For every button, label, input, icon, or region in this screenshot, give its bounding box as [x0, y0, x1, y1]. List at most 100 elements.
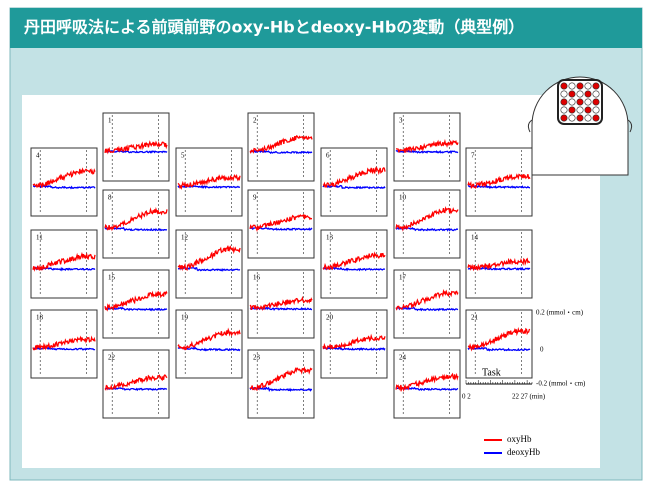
panel-frame [465, 229, 533, 299]
optode [584, 114, 592, 122]
channel-label: 17 [399, 274, 407, 282]
optode [560, 82, 568, 90]
panel-frame [247, 189, 315, 259]
panel-frame [175, 309, 243, 379]
panel-frame [30, 229, 98, 299]
optode [592, 106, 600, 114]
channel-label: 22 [108, 354, 116, 362]
optode [568, 90, 576, 98]
oxy-trace [104, 374, 168, 391]
channel-label: 1 [108, 117, 112, 125]
panel-frame [320, 229, 388, 299]
optode [560, 98, 568, 106]
channel-panel: 5 [175, 147, 243, 217]
deoxy-trace [177, 266, 241, 272]
channel-label: 10 [399, 194, 407, 202]
channel-panel: 4 [30, 147, 98, 217]
channel-panel: 6 [320, 147, 388, 217]
channel-panel: 11 [30, 229, 98, 299]
oxy-trace [322, 166, 386, 188]
channel-label: 21 [471, 314, 479, 322]
channel-label: 4 [36, 152, 40, 160]
oxy-trace [322, 333, 386, 351]
channel-label: 13 [326, 234, 334, 242]
scale-annotation: 0.2 (mmol・cm) 0 -0.2 (mmol・cm) Task 0 2 … [462, 309, 586, 401]
deoxy-trace [395, 306, 459, 312]
optode [584, 90, 592, 98]
channel-panel: 22 [102, 349, 170, 419]
optode [568, 106, 576, 114]
panel-frame [30, 147, 98, 217]
oxy-trace [395, 205, 459, 232]
channel-label: 15 [108, 274, 116, 282]
optode [592, 82, 600, 90]
oxy-trace [249, 366, 313, 391]
channel-label: 23 [253, 354, 261, 362]
channel-panel: 7 [465, 147, 533, 217]
panel-frame [247, 112, 315, 182]
channel-panel: 19 [175, 309, 243, 379]
channel-label: 14 [471, 234, 479, 242]
channel-panel: 17 [393, 269, 461, 339]
channel-label: 5 [181, 152, 185, 160]
optode [584, 82, 592, 90]
channel-label: 16 [253, 274, 261, 282]
optode [568, 114, 576, 122]
deoxy-trace [249, 226, 313, 231]
oxy-trace [32, 251, 96, 272]
panel-frame [102, 269, 170, 339]
oxy-trace [396, 138, 459, 154]
time-start: 0 2 [462, 393, 471, 401]
legend-label: oxyHb [507, 434, 532, 444]
oxy-trace [32, 335, 96, 351]
channel-panel: 1 [102, 112, 170, 182]
optode [560, 106, 568, 114]
deoxy-trace [395, 226, 458, 232]
scale-bottom: -0.2 (mmol・cm) [536, 380, 586, 388]
channel-panel: 9 [247, 189, 315, 259]
optode [584, 106, 592, 114]
channel-label: 3 [399, 117, 403, 125]
deoxy-trace [177, 346, 241, 352]
oxy-trace [467, 257, 531, 272]
panel-frame [102, 189, 170, 259]
channel-panel: 18 [30, 309, 98, 379]
head-icon [527, 76, 633, 176]
panel-frame [393, 349, 461, 419]
panel-frame [320, 147, 388, 217]
channel-panel: 21 [465, 309, 533, 379]
channel-panel: 16 [247, 269, 315, 339]
oxy-trace [249, 295, 313, 311]
optode [576, 106, 584, 114]
oxy-trace [32, 167, 96, 189]
panel-frame [393, 189, 461, 259]
optode [576, 82, 584, 90]
channel-label: 8 [108, 194, 112, 202]
channel-label: 6 [326, 152, 330, 160]
deoxy-trace [467, 184, 530, 190]
panel-frame [102, 349, 170, 419]
scale-top: 0.2 (mmol・cm) [536, 309, 584, 317]
channel-panel: 2 [247, 112, 315, 182]
deoxy-trace [395, 149, 459, 155]
panel-frame [247, 349, 315, 419]
scale-zero: 0 [540, 346, 544, 354]
deoxy-trace [249, 386, 313, 392]
optode [568, 98, 576, 106]
deoxy-trace [104, 149, 168, 154]
channel-label: 24 [399, 354, 407, 362]
channel-panel: 10 [393, 189, 461, 259]
deoxy-trace [33, 184, 96, 190]
channel-label: 18 [36, 314, 44, 322]
optode [592, 98, 600, 106]
time-end: 22 27 (min) [512, 393, 546, 401]
task-label: Task [482, 367, 501, 378]
optode [560, 90, 568, 98]
channel-panel: 8 [102, 189, 170, 259]
deoxy-trace [105, 387, 168, 392]
channel-panel: 23 [247, 349, 315, 419]
panel-frame [393, 269, 461, 339]
title-bar [10, 8, 642, 48]
oxy-trace [395, 372, 459, 392]
channel-panel: 13 [320, 229, 388, 299]
